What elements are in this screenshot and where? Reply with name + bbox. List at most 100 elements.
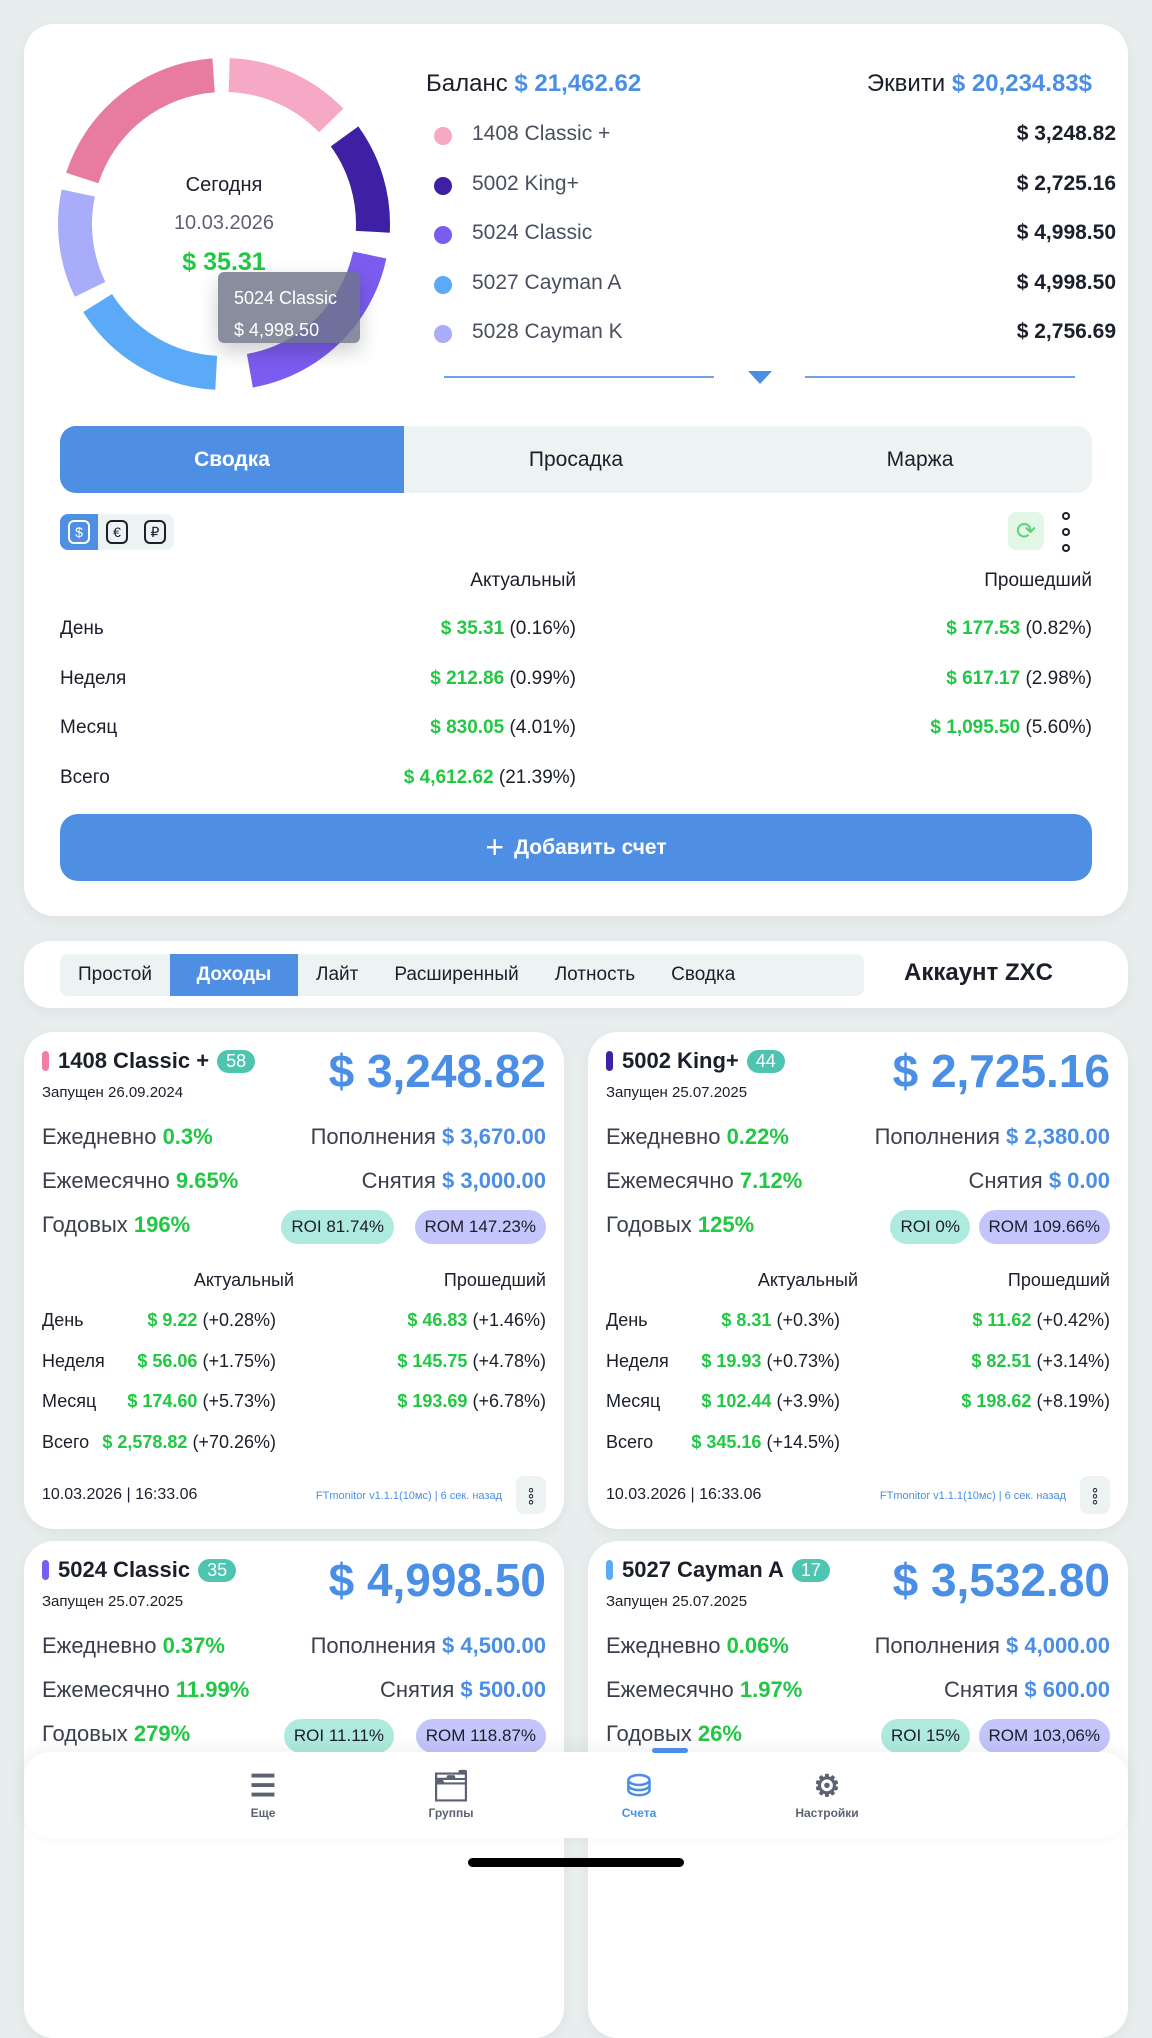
table-row: День $ 9.22 (+0.28%) $ 46.83 (+1.46%): [42, 1310, 546, 1330]
currency-eur-button[interactable]: €: [98, 514, 136, 550]
timestamp: 10.03.2026 | 16:33.06: [606, 1486, 762, 1503]
currency-rub-button[interactable]: ₽: [136, 514, 174, 550]
account-color-icon: [606, 1560, 613, 1580]
legend-name: 5027 Cayman A: [472, 270, 622, 294]
legend-value: $ 2,725.16: [1016, 171, 1116, 195]
account-badge: 17: [791, 1558, 830, 1582]
menu-icon: ☰: [249, 1769, 277, 1803]
legend-name: 5024 Classic: [472, 221, 593, 244]
refresh-icon[interactable]: ⟳: [1008, 512, 1044, 550]
table-row: День $ 35.31 (0.16%) $ 177.53 (0.82%): [60, 618, 1092, 644]
donut-segment[interactable]: [66, 58, 216, 184]
row-label: Неделя: [60, 667, 127, 689]
table-row: Неделя $ 56.06 (+1.75%) $ 145.75 (+4.78%): [42, 1350, 546, 1371]
table-row: Месяц $ 102.44 (+3.9%) $ 198.62 (+8.19%): [606, 1391, 1110, 1411]
account-badge: 35: [198, 1558, 237, 1582]
account-color-icon: [42, 1560, 49, 1580]
legend-dot-icon: [434, 275, 452, 294]
donut-segment[interactable]: [83, 293, 218, 390]
view-tab[interactable]: Расширенный: [394, 964, 519, 985]
withdrawals: Снятия $ 0.00: [968, 1168, 1110, 1193]
nav-label: Группы: [428, 1806, 474, 1820]
view-tabs: Простой Доходы Лайт Расширенный Лотность Свод…: [60, 954, 864, 996]
nav-label: Счета: [621, 1806, 657, 1820]
tooltip-name: 5024 Classic: [234, 288, 338, 308]
account-amount: $ 2,725.16: [892, 1045, 1110, 1097]
ruble-icon: ₽: [144, 520, 166, 544]
bottom-nav: ☰ Еще 🗂 Группы ⛁ Счета ⚙ Настройки: [24, 1748, 1128, 1838]
expand-arrow-icon[interactable]: [748, 371, 772, 384]
account-color-icon: [42, 1051, 49, 1071]
nav-settings[interactable]: ⚙ Настройки: [772, 1766, 882, 1821]
donut-segment[interactable]: [58, 189, 106, 297]
account-name: 5024 Classic: [58, 1557, 191, 1582]
summary-tabs: Сводка Просадка Маржа: [60, 426, 1092, 493]
deposits: Пополнения $ 3,670.00: [310, 1124, 546, 1149]
view-tab[interactable]: Простой: [78, 964, 152, 985]
legend-name: 5002 King+: [472, 171, 579, 195]
legend-item[interactable]: 1408 Classic + $ 3,248.82: [434, 120, 1116, 150]
donut-segment[interactable]: [330, 126, 390, 233]
account-title: Аккаунт ZXC: [904, 959, 1053, 986]
account-card[interactable]: 5002 King+ 44 Запущен 25.07.2025 $ 2,725.…: [588, 1032, 1128, 1529]
timestamp: 10.03.2026 | 16:33.06: [42, 1486, 198, 1503]
col-past: Прошедший: [1007, 1270, 1110, 1290]
daily: Ежедневно 0.06%: [606, 1633, 789, 1658]
legend-value: $ 2,756.69: [1016, 320, 1116, 343]
launch-date: Запущен 26.09.2024: [42, 1084, 184, 1101]
current-value: $ 212.86 (0.99%): [430, 667, 576, 689]
past-value: $ 1,095.50 (5.60%): [930, 717, 1092, 738]
account-card[interactable]: 1408 Classic + 58 Запущен 26.09.2024 $ 3,…: [24, 1032, 564, 1529]
row-label: Всего: [60, 766, 110, 788]
yearly: Годовых 26%: [606, 1721, 742, 1746]
euro-icon: €: [106, 520, 128, 544]
legend-dot-icon: [434, 176, 452, 195]
view-tab[interactable]: Лотность: [554, 964, 636, 985]
balance-value: $ 21,462.62: [514, 70, 642, 97]
more-icon[interactable]: ∘ ∘ ∘: [516, 1476, 546, 1514]
equity: Эквити $ 20,234.83$: [867, 70, 1092, 98]
tab-drawdown[interactable]: Просадка: [528, 447, 624, 471]
account-amount: $ 4,998.50: [328, 1554, 546, 1606]
launch-date: Запущен 25.07.2025: [42, 1593, 184, 1610]
more-icon[interactable]: ∘ ∘ ∘: [1080, 1476, 1110, 1514]
folders-icon: 🗂: [431, 1769, 471, 1803]
view-bar: Простой Доходы Лайт Расширенный Лотность Свод…: [24, 941, 1128, 1008]
view-tab[interactable]: Лайт: [315, 964, 359, 985]
nav-folders[interactable]: 🗂 Группы: [396, 1766, 506, 1821]
daily: Ежедневно 0.37%: [42, 1633, 225, 1658]
currency-switch: $ € ₽: [60, 514, 174, 550]
table-row: Месяц $ 174.60 (+5.73%) $ 193.69 (+6.78%): [42, 1391, 546, 1411]
tab-summary[interactable]: Сводка: [60, 426, 404, 493]
table-row: Месяц $ 830.05 (4.01%) $ 1,095.50 (5.60%): [60, 717, 1092, 743]
legend-item[interactable]: 5027 Cayman A $ 4,998.50: [434, 269, 1116, 299]
view-tab[interactable]: Доходы: [169, 954, 298, 996]
more-icon[interactable]: [1056, 512, 1076, 552]
current-value: $ 35.31 (0.16%): [440, 618, 576, 639]
currency-usd-button[interactable]: $: [60, 514, 98, 550]
legend-item[interactable]: 5024 Classic $ 4,998.50: [434, 219, 1116, 249]
equity-value: $ 20,234.83$: [951, 70, 1092, 97]
roi-badge: ROI 0%: [890, 1210, 970, 1244]
table-row: Всего $ 345.16 (+14.5%): [606, 1431, 840, 1452]
col-current: Актуальный: [757, 1270, 858, 1290]
account-amount: $ 3,532.80: [892, 1554, 1110, 1606]
legend-dot-icon: [434, 226, 452, 244]
daily: Ежедневно 0.3%: [42, 1124, 213, 1149]
add-account-label: Добавить счет: [514, 835, 667, 859]
nav-menu[interactable]: ☰ Еще: [208, 1766, 318, 1821]
table-row: Неделя $ 212.86 (0.99%) $ 617.17 (2.98%): [60, 668, 1092, 694]
legend-name: 5028 Cayman K: [472, 320, 623, 343]
legend-item[interactable]: 5002 King+ $ 2,725.16: [434, 170, 1116, 200]
withdrawals: Снятия $ 3,000.00: [361, 1168, 546, 1193]
add-account-button[interactable]: + Добавить счет: [60, 814, 1092, 881]
deposits: Пополнения $ 4,000.00: [874, 1633, 1110, 1658]
account-badge: 58: [217, 1049, 256, 1073]
legend-item[interactable]: 5028 Cayman K $ 2,756.69: [434, 318, 1116, 348]
nav-accounts[interactable]: ⛁ Счета: [584, 1766, 694, 1821]
tooltip-value: $ 4,998.50: [234, 320, 320, 340]
view-tab[interactable]: Сводка: [671, 964, 736, 985]
roi-badge: ROI 15%: [881, 1719, 970, 1753]
donut-segment[interactable]: [228, 58, 344, 133]
tab-margin[interactable]: Маржа: [886, 447, 954, 471]
